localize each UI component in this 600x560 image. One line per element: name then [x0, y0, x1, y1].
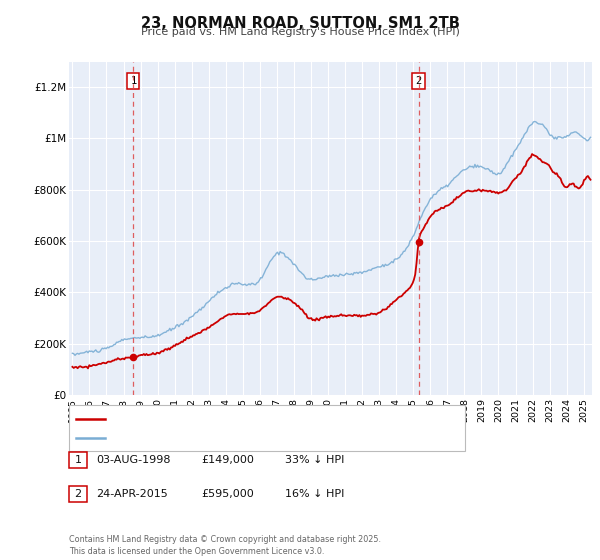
- Text: £149,000: £149,000: [201, 455, 254, 465]
- Text: 2: 2: [74, 489, 82, 499]
- Text: 03-AUG-1998: 03-AUG-1998: [96, 455, 170, 465]
- Text: HPI: Average price, detached house, Sutton: HPI: Average price, detached house, Sutt…: [110, 433, 327, 444]
- Text: 1: 1: [74, 455, 82, 465]
- Text: 1: 1: [130, 76, 137, 86]
- Text: Contains HM Land Registry data © Crown copyright and database right 2025.
This d: Contains HM Land Registry data © Crown c…: [69, 535, 381, 556]
- Text: 2: 2: [415, 76, 422, 86]
- Text: £595,000: £595,000: [201, 489, 254, 499]
- Text: 23, NORMAN ROAD, SUTTON, SM1 2TB: 23, NORMAN ROAD, SUTTON, SM1 2TB: [140, 16, 460, 31]
- Text: Price paid vs. HM Land Registry's House Price Index (HPI): Price paid vs. HM Land Registry's House …: [140, 27, 460, 38]
- Text: 23, NORMAN ROAD, SUTTON, SM1 2TB (detached house): 23, NORMAN ROAD, SUTTON, SM1 2TB (detach…: [110, 414, 394, 424]
- Text: 24-APR-2015: 24-APR-2015: [96, 489, 168, 499]
- Text: 33% ↓ HPI: 33% ↓ HPI: [285, 455, 344, 465]
- Text: 16% ↓ HPI: 16% ↓ HPI: [285, 489, 344, 499]
